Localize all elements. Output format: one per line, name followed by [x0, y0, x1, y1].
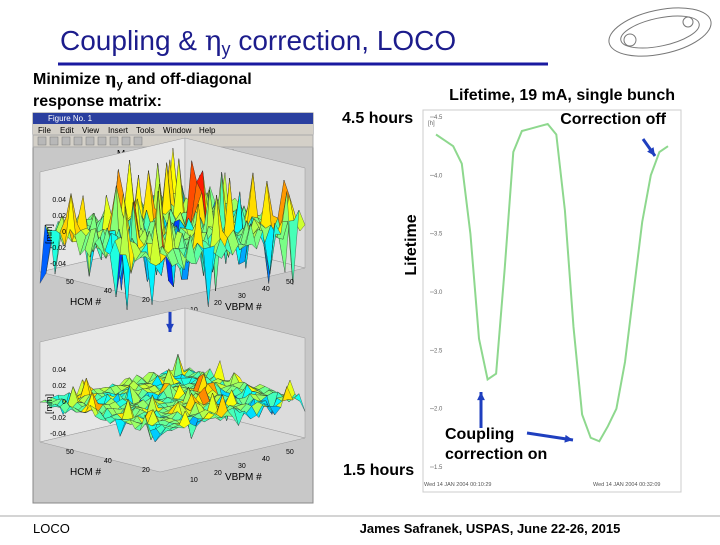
y-tick-label: 50 — [286, 449, 294, 456]
y-axis-title: Lifetime — [403, 214, 420, 275]
title-part: correction, LOCO — [231, 25, 457, 56]
z-tick-label: -0.04 — [50, 261, 66, 268]
tool-icon — [73, 136, 83, 146]
note-off: Correction off — [560, 111, 666, 128]
footer-right: James Safranek, USPAS, June 22-26, 2015 — [360, 521, 621, 536]
x-tick-label: 40 — [104, 458, 112, 465]
y-tick-label: 2.0 — [434, 407, 443, 413]
x-axis-label: HCM # — [70, 467, 102, 478]
note-on: correction on — [445, 446, 547, 463]
z-tick-label: 0.02 — [52, 383, 66, 390]
y-axis-label: VBPM # — [225, 302, 262, 313]
logo — [608, 7, 712, 57]
tool-icon — [85, 136, 95, 146]
tool-icon — [109, 136, 119, 146]
x-tick-label: 50 — [66, 279, 74, 286]
caption-line: Minimize ηy and off-diagonal — [33, 69, 252, 91]
menu-item: Tools — [136, 126, 155, 135]
z-axis-label: [mm] — [44, 394, 54, 414]
plot-unit: [h] — [428, 121, 435, 127]
y-tick-label: 10 — [190, 477, 198, 484]
caption-eta: η — [105, 69, 117, 88]
y-tick-label: 30 — [238, 463, 246, 470]
right-title: Lifetime, 19 mA, single bunch — [449, 87, 675, 104]
tool-icon — [133, 136, 143, 146]
y-tick-label: 4.5 — [434, 115, 443, 121]
bottom-label: 1.5 hours — [343, 462, 414, 479]
menu-item: View — [82, 126, 99, 135]
x-tick-label: 20 — [142, 467, 150, 474]
z-tick-label: 0 — [62, 229, 66, 236]
menu-item: Help — [199, 126, 216, 135]
menu-bar — [33, 124, 313, 135]
plot-frame — [422, 109, 682, 493]
window-title: Figure No. 1 — [48, 114, 93, 123]
menu-item: File — [38, 126, 51, 135]
surface-cell — [154, 427, 167, 443]
tool-icon — [61, 136, 71, 146]
y-tick-label: 4.0 — [434, 173, 443, 179]
x-axis-label: HCM # — [70, 297, 102, 308]
y-tick-label: 1.5 — [434, 465, 443, 471]
caption-line: response matrix: — [33, 93, 162, 110]
y-tick-label: 40 — [262, 286, 270, 293]
caption-part: Minimize — [33, 71, 105, 88]
menu-item: Insert — [108, 126, 129, 135]
y-tick-label: 50 — [286, 279, 294, 286]
y-tick-label: 3.5 — [434, 232, 443, 238]
note-on: Coupling — [445, 426, 514, 443]
y-tick-label: 40 — [262, 456, 270, 463]
y-tick-label: 20 — [214, 470, 222, 477]
x-tick-label: 50 — [66, 449, 74, 456]
arrow-head — [166, 323, 174, 332]
z-tick-label: 0 — [62, 399, 66, 406]
caption-part: and off-diagonal — [123, 71, 252, 88]
z-tick-label: 0.04 — [52, 197, 66, 204]
y-tick-label: 3.0 — [434, 290, 443, 296]
y-tick-label: 2.5 — [434, 348, 443, 354]
title-sub: y — [222, 39, 231, 59]
z-tick-label: -0.02 — [50, 245, 66, 252]
y-tick-label: 30 — [238, 293, 246, 300]
tool-icon — [97, 136, 107, 146]
x-tick-label: 40 — [104, 288, 112, 295]
tool-icon — [49, 136, 59, 146]
arrow-head — [564, 434, 573, 443]
tool-icon — [37, 136, 47, 146]
menu-item: Window — [163, 126, 192, 135]
z-tick-label: -0.04 — [50, 431, 66, 438]
lifetime-line — [435, 122, 669, 443]
y-tick-label: 20 — [214, 300, 222, 307]
y-axis-label: VBPM # — [225, 472, 262, 483]
surface-cell — [154, 220, 167, 263]
arrow-head — [647, 147, 655, 156]
slide-title: Coupling & ηy correction, LOCO — [60, 24, 456, 59]
x-label: Wed 14 JAN 2004 00:32:09 — [593, 482, 660, 488]
z-tick-label: 0.04 — [52, 367, 66, 374]
z-axis-label: [mm] — [44, 224, 54, 244]
menu-item: Edit — [60, 126, 75, 135]
x-tick-label: 20 — [142, 297, 150, 304]
x-label: Wed 14 JAN 2004 00:10:29 — [424, 482, 491, 488]
z-tick-label: 0.02 — [52, 213, 66, 220]
z-tick-label: -0.02 — [50, 415, 66, 422]
figure-titlebar — [33, 113, 313, 124]
title-part: Coupling & — [60, 25, 205, 56]
caption-sub: y — [117, 79, 124, 91]
footer-left: LOCO — [33, 521, 70, 536]
top-label: 4.5 hours — [342, 110, 413, 127]
title-eta: η — [205, 24, 222, 57]
arrow-head — [477, 392, 485, 401]
tool-icon — [121, 136, 131, 146]
